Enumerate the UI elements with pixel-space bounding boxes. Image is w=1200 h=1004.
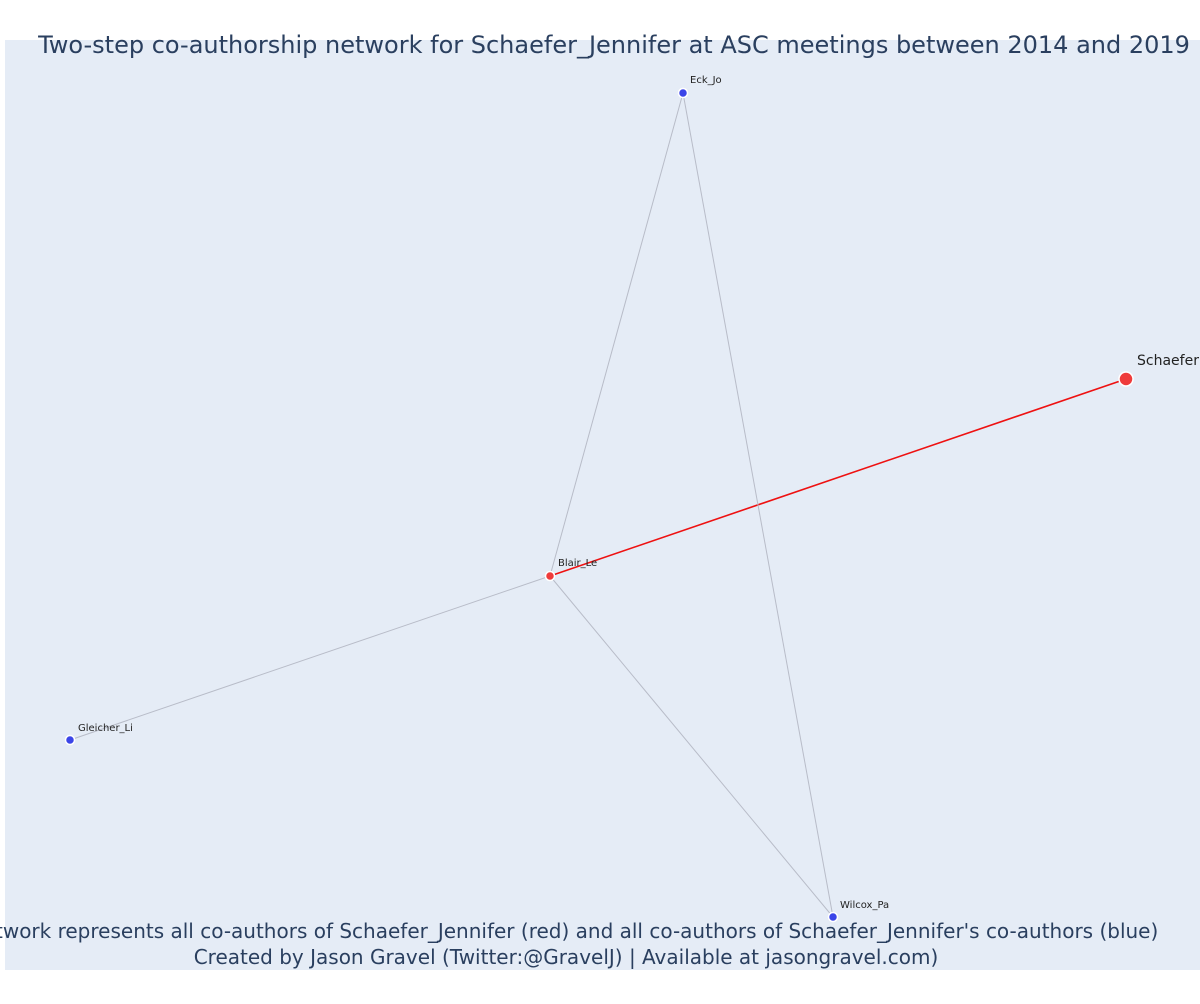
node-label-schaefer: Schaefer xyxy=(1137,353,1199,369)
edge-blair-gleicher xyxy=(69,575,551,741)
node-label-blair: Blair_Le xyxy=(558,558,597,569)
edge-blair-schaefer xyxy=(549,378,1127,577)
edge-blair-wilcox xyxy=(549,575,834,918)
node-schaefer[interactable] xyxy=(1118,371,1134,387)
caption-line-1: Network represents all co-authors of Sch… xyxy=(0,919,1158,943)
edges-layer xyxy=(69,92,1127,918)
caption-line-2: Created by Jason Gravel (Twitter:@Gravel… xyxy=(194,945,939,969)
node-wilcox[interactable] xyxy=(827,911,839,923)
edge-eck-wilcox xyxy=(682,92,834,918)
node-label-eck: Eck_Jo xyxy=(690,75,722,86)
node-label-gleicher: Gleicher_Li xyxy=(78,723,133,734)
nodes-layer xyxy=(64,87,1134,923)
node-label-wilcox: Wilcox_Pa xyxy=(840,900,889,911)
plot-background xyxy=(5,40,1200,970)
labels-layer: Schaefer Blair_Le Eck_Jo Gleicher_Li Wilcox_… xyxy=(78,75,1199,911)
node-gleicher[interactable] xyxy=(64,734,76,746)
edge-blair-eck xyxy=(549,92,684,577)
node-blair[interactable] xyxy=(544,570,556,582)
node-eck[interactable] xyxy=(677,87,689,99)
chart-title: Two-step co-authorship network for Schae… xyxy=(37,31,1190,59)
